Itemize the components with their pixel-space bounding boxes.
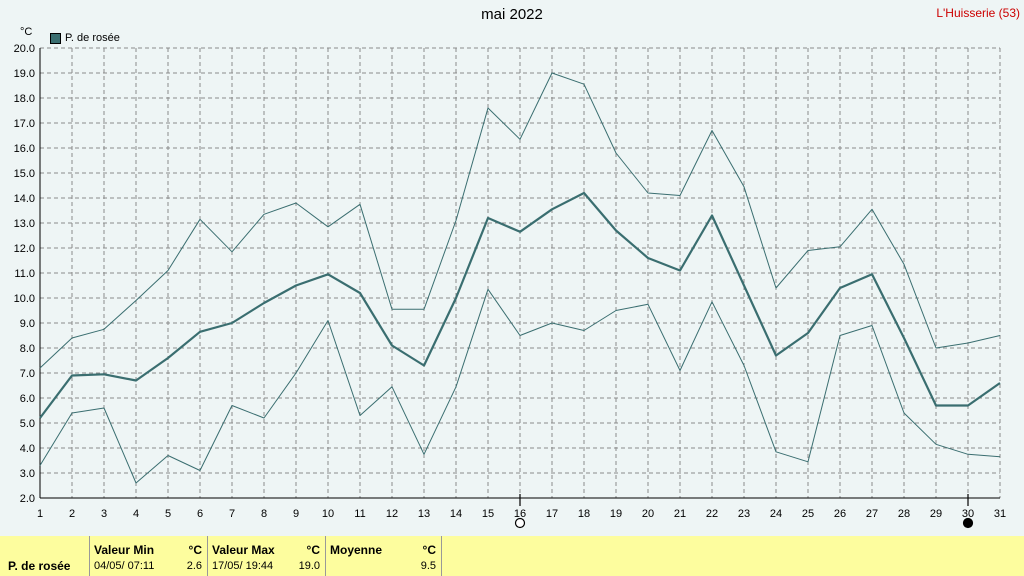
y-tick-label: 3.0	[20, 468, 35, 480]
x-tick-label: 3	[101, 508, 107, 520]
series-line-max	[39, 72, 1001, 369]
stat-mean-box: Moyenne °C 9.5	[325, 536, 440, 576]
stat-mean-unit: °C	[422, 543, 436, 557]
stat-min-box: Valeur Min °C 04/05/ 07:11 2.6	[89, 536, 206, 576]
stat-min-value: 2.6	[186, 560, 202, 572]
y-tick-label: 15.0	[14, 168, 35, 180]
legend-label: P. de rosée	[65, 32, 120, 44]
x-tick-label: 22	[706, 508, 718, 520]
stat-min-unit: °C	[188, 543, 202, 557]
x-tick-label: 31	[994, 508, 1006, 520]
chart-legend: P. de rosée	[50, 32, 120, 44]
stat-min-date: 04/05/ 07:11	[94, 560, 155, 572]
x-tick-label: 18	[578, 508, 590, 520]
x-tick-label: 2	[69, 508, 75, 520]
x-tick-label: 29	[930, 508, 942, 520]
x-tick-label: 30	[962, 508, 974, 520]
stat-mean-value: 9.5	[420, 560, 436, 572]
y-tick-label: 2.0	[20, 493, 35, 505]
footer-series-label: P. de rosée	[8, 559, 71, 573]
x-tick-label: 11	[354, 508, 365, 520]
x-tick-label: 10	[322, 508, 334, 520]
y-tick-label: 8.0	[20, 343, 35, 355]
stat-mean-label: Moyenne	[330, 543, 383, 557]
x-tick-label: 21	[674, 508, 686, 520]
series-line-min	[39, 288, 1001, 484]
station-name: L'Huisserie (53)	[936, 6, 1020, 20]
stat-max-unit: °C	[306, 543, 320, 557]
footer-divider	[441, 536, 442, 576]
chart-title: mai 2022	[481, 6, 543, 23]
x-tick-label: 14	[450, 508, 462, 520]
x-tick-label: 16	[514, 508, 526, 520]
moon-markers	[514, 494, 974, 529]
legend-swatch	[50, 32, 61, 44]
y-tick-label: 13.0	[14, 218, 35, 230]
x-tick-label: 26	[834, 508, 846, 520]
y-tick-label: 17.0	[14, 118, 35, 130]
x-tick-label: 23	[738, 508, 750, 520]
x-tick-label: 15	[482, 508, 494, 520]
x-tick-label: 27	[866, 508, 878, 520]
y-tick-label: 12.0	[14, 243, 35, 255]
x-tick-label: 20	[642, 508, 654, 520]
x-tick-label: 19	[610, 508, 622, 520]
y-tick-label: 14.0	[14, 193, 35, 205]
full-moon-icon	[514, 517, 526, 529]
x-tick-label: 5	[165, 508, 171, 520]
stats-footer: P. de rosée Valeur Min °C 04/05/ 07:11 2…	[0, 536, 1024, 576]
stat-max-label: Valeur Max	[212, 543, 275, 557]
x-tick-label: 4	[133, 508, 139, 520]
x-tick-label: 9	[293, 508, 299, 520]
x-tick-label: 17	[546, 508, 558, 520]
chart-series-lines	[39, 72, 1001, 484]
x-tick-labels: 1 2 3 4 5 6 7 8 9 10 11 12 13 14 15 16 17 18 19 20 21 22 23 24 2…	[37, 508, 1006, 520]
x-tick-label: 1	[37, 508, 43, 520]
dewpoint-chart: 2.0 3.0 4.0 5.0 6.0 7.0 8.0 9.0 10.0 11.0 12.0 13.0…	[14, 43, 1006, 529]
x-tick-label: 6	[197, 508, 203, 520]
y-tick-label: 19.0	[14, 68, 35, 80]
y-tick-label: 9.0	[20, 318, 35, 330]
y-tick-label: 18.0	[14, 93, 35, 105]
y-tick-label: 20.0	[14, 43, 35, 55]
new-moon-icon	[962, 517, 974, 529]
y-tick-label: 10.0	[14, 293, 35, 305]
y-tick-label: 4.0	[20, 443, 35, 455]
x-tick-label: 12	[386, 508, 398, 520]
x-tick-label: 28	[898, 508, 910, 520]
stat-max-box: Valeur Max °C 17/05/ 19:44 19.0	[207, 536, 324, 576]
y-unit-label: °C	[20, 26, 33, 38]
x-tick-label: 24	[770, 508, 782, 520]
y-tick-label: 6.0	[20, 393, 35, 405]
x-tick-label: 8	[261, 508, 267, 520]
chart-grid	[39, 47, 1001, 499]
y-tick-label: 16.0	[14, 143, 35, 155]
x-tick-label: 13	[418, 508, 430, 520]
stat-max-date: 17/05/ 19:44	[212, 560, 274, 572]
series-line-mean	[39, 191, 1001, 419]
x-tick-label: 7	[229, 508, 235, 520]
stat-min-label: Valeur Min	[94, 543, 155, 557]
y-tick-label: 11.0	[14, 268, 35, 280]
y-tick-label: 7.0	[20, 368, 35, 380]
stat-max-value: 19.0	[298, 560, 320, 572]
y-tick-labels: 2.0 3.0 4.0 5.0 6.0 7.0 8.0 9.0 10.0 11.0 12.0 13.0…	[14, 43, 35, 505]
y-tick-label: 5.0	[20, 418, 35, 430]
x-tick-label: 25	[802, 508, 814, 520]
